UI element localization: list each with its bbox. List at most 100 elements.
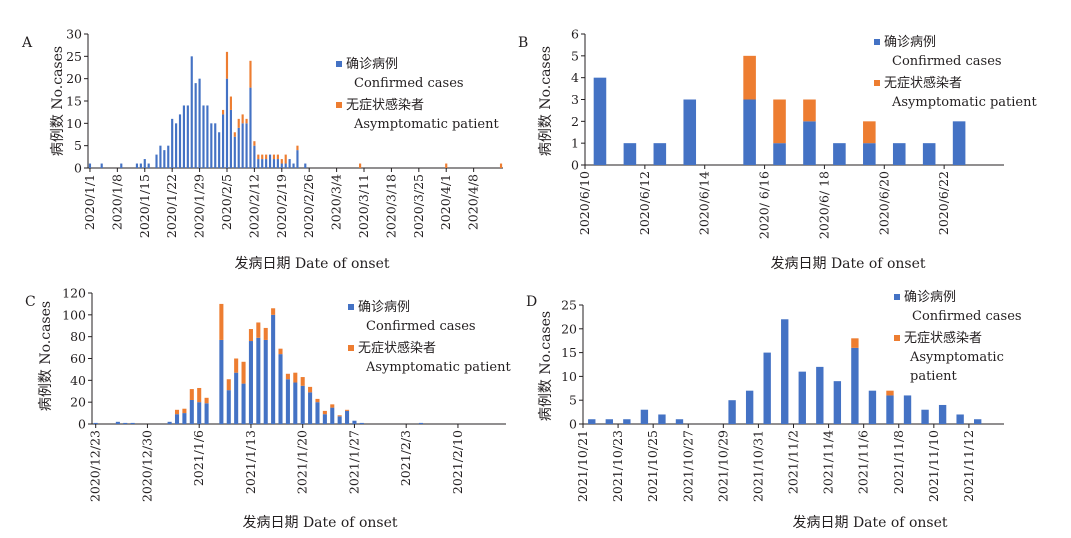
bar-asymptomatic <box>285 373 290 380</box>
bar-asymptomatic <box>248 329 253 342</box>
bar-confirmed <box>245 123 248 168</box>
y-tick-label: 0 <box>571 158 579 173</box>
bar-confirmed <box>229 109 232 168</box>
bar-confirmed <box>155 154 158 168</box>
bar-asymptomatic <box>803 99 816 122</box>
bar-confirmed <box>974 419 982 424</box>
bar-confirmed <box>345 410 350 424</box>
bar-confirmed <box>868 390 877 424</box>
bar-confirmed <box>293 382 298 424</box>
bar-confirmed <box>256 337 261 424</box>
bar-confirmed <box>956 414 964 424</box>
x-tick-label: 2021/1/20 <box>295 430 310 494</box>
x-tick-label: 2020/12/30 <box>139 430 154 502</box>
bar-asymptomatic <box>249 60 252 88</box>
bar-asymptomatic <box>345 409 350 411</box>
y-tick-label: 10 <box>561 369 577 384</box>
bar-confirmed <box>237 127 240 168</box>
bar-confirmed <box>605 419 613 424</box>
x-tick-label: 2021/10/31 <box>750 430 765 502</box>
y-tick-label: 6 <box>571 27 579 42</box>
legend: 确诊病例 Confirmed cases 无症状感染者 Asymptomatic pat… <box>894 290 1022 384</box>
bar-asymptomatic <box>265 154 268 160</box>
x-axis-title: 发病日期 Date of onset <box>793 515 948 531</box>
legend-confirmed-cn: 确诊病例 <box>358 300 410 315</box>
bar-asymptomatic <box>261 154 264 160</box>
panel-letter: C <box>25 294 36 310</box>
bar-confirmed <box>233 136 236 168</box>
x-tick-label: 2021/11/12 <box>961 430 976 502</box>
x-tick-label: 2020/2/19 <box>274 174 289 238</box>
bar-confirmed <box>186 105 189 168</box>
bar-confirmed <box>833 143 846 165</box>
bar-asymptomatic <box>225 51 229 79</box>
bar-confirmed <box>593 77 607 165</box>
bar-confirmed <box>675 419 684 424</box>
y-tick-label: 3 <box>571 92 579 107</box>
bar-asymptomatic <box>886 390 894 396</box>
x-tick-label: 2020/6/22 <box>936 171 951 235</box>
bar-confirmed <box>851 347 859 424</box>
bar-confirmed <box>171 118 174 168</box>
bar-confirmed <box>640 409 649 424</box>
y-tick-label: 40 <box>70 373 86 388</box>
bar-confirmed <box>100 163 103 168</box>
y-tick-label: 0 <box>569 417 577 432</box>
bar-asymptomatic <box>743 55 756 100</box>
legend: 确诊病例 Confirmed cases 无症状感染者 Asymptomatic pa… <box>336 57 499 132</box>
bar-confirmed <box>359 422 364 424</box>
bar-confirmed <box>623 143 637 165</box>
bar-confirmed <box>952 121 966 165</box>
y-tick-label: 30 <box>66 27 82 42</box>
bar-confirmed <box>123 422 128 424</box>
x-tick-label: 2021/1/6 <box>191 430 206 486</box>
y-tick-label: 20 <box>66 71 82 86</box>
x-tick-label: 2020/6/20 <box>876 171 891 235</box>
bar-confirmed <box>803 121 816 165</box>
y-tick-label: 100 <box>62 307 86 322</box>
bar-confirmed <box>280 163 283 168</box>
bar-asymptomatic <box>445 163 448 168</box>
bar-confirmed <box>903 395 912 424</box>
bar-confirmed <box>167 145 170 168</box>
bar-asymptomatic <box>219 303 224 340</box>
y-axis-title: 病例数 No.cases <box>38 301 54 411</box>
bar-confirmed <box>886 395 894 424</box>
bar-confirmed <box>130 422 135 424</box>
bar-confirmed <box>178 114 182 168</box>
y-tick-label: 120 <box>62 286 86 301</box>
x-tick-label: 2021/10/23 <box>610 430 625 502</box>
bar-confirmed <box>300 385 305 424</box>
bar-confirmed <box>276 159 279 168</box>
bar-asymptomatic <box>315 398 320 403</box>
bar-confirmed <box>304 163 307 168</box>
bar-confirmed <box>182 413 187 424</box>
bar-confirmed <box>588 419 596 424</box>
y-tick-label: 0 <box>74 161 82 176</box>
y-tick-label: 25 <box>561 298 577 313</box>
bar-asymptomatic <box>256 322 261 338</box>
bar-confirmed <box>175 123 178 168</box>
bar-confirmed <box>781 319 789 424</box>
panel-letter: D <box>526 294 537 310</box>
bar-confirmed <box>292 163 295 168</box>
legend-asymptomatic-cn: 无症状感染者 <box>904 330 982 346</box>
x-tick-label: 2020/3/25 <box>411 174 426 238</box>
y-tick-label: 10 <box>66 116 82 131</box>
bar-confirmed <box>653 143 667 165</box>
x-tick-label: 2020/1/8 <box>109 174 124 230</box>
x-axis-title: 发病日期 Date of onset <box>243 515 398 531</box>
bar-confirmed <box>234 372 239 424</box>
y-axis-title: 病例数 No.cases <box>50 46 66 156</box>
x-tick-label: 2020/6/ 18 <box>816 171 831 239</box>
bar-confirmed <box>296 150 299 168</box>
bar-confirmed <box>210 123 213 168</box>
legend-confirmed-cn: 确诊病例 <box>904 290 956 305</box>
bar-asymptomatic <box>245 118 248 124</box>
x-tick-label: 2021/10/27 <box>680 430 695 502</box>
x-tick-label: 2020/4/1 <box>438 174 453 230</box>
bar-confirmed <box>226 390 231 424</box>
x-tick-label: 2021/10/25 <box>645 430 660 502</box>
y-tick-label: 2 <box>571 114 579 129</box>
bar-asymptomatic <box>241 114 244 124</box>
